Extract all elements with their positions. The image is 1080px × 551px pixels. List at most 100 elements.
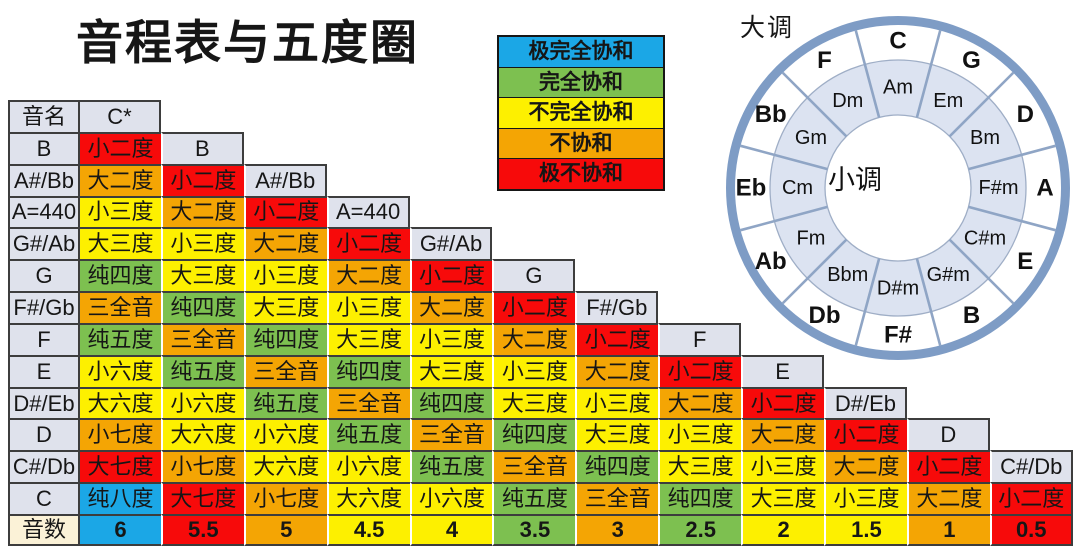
interval-cell: 大三度	[243, 291, 327, 323]
legend-item-blue: 极完全协和	[499, 37, 663, 67]
interval-cell: 小三度	[824, 482, 907, 514]
interval-cell: 纯四度	[160, 291, 244, 323]
interval-cell: 小三度	[658, 418, 742, 451]
interval-cell: 三全音	[575, 482, 659, 514]
interval-cell: 小六度	[243, 418, 327, 451]
interval-cell: 大三度	[492, 386, 576, 419]
interval-cell: 小二度	[243, 195, 327, 228]
minor-key-label: Gm	[795, 127, 827, 149]
corner-label-cell: 音名	[8, 100, 78, 132]
count-cell: 4.5	[326, 513, 410, 546]
note-label-cell: B	[8, 131, 78, 164]
count-cell: 1	[906, 513, 990, 546]
interval-cell: 大三度	[326, 322, 410, 355]
note-label-cell: A=440	[326, 195, 410, 228]
interval-cell: 大六度	[243, 450, 327, 483]
note-label-cell: C	[8, 482, 78, 514]
minor-key-label: C#m	[964, 227, 1006, 249]
interval-cell: 纯五度	[326, 418, 410, 451]
interval-cell: 大三度	[160, 259, 244, 292]
note-label-cell: F#/Gb	[575, 291, 659, 323]
interval-cell: 纯五度	[78, 322, 161, 355]
interval-cell: 三全音	[243, 354, 327, 387]
interval-cell: 大二度	[824, 450, 907, 483]
interval-cell: 纯四度	[658, 482, 742, 514]
major-key-label: F	[817, 47, 832, 74]
table-row: G 纯四度 大三度 小三度 大二度 小二度 G	[8, 259, 1073, 292]
major-key-label: Bb	[755, 101, 787, 128]
table-row: A#/Bb 大二度 小二度 A#/Bb	[8, 163, 1073, 196]
sector-divider	[781, 238, 848, 305]
interval-cell: 纯五度	[160, 354, 244, 387]
consonance-legend: 极完全协和 完全协和 不完全协和 不协和 极不协和	[497, 35, 665, 191]
note-label-cell: F	[658, 322, 742, 355]
note-label-cell: D#/Eb	[8, 386, 78, 419]
table-row: D 小七度 大六度 小六度 纯五度 三全音 纯四度 大三度 小三度 大二度 小二度 D	[8, 418, 1073, 451]
center-circle-line	[824, 114, 972, 262]
minor-key-label: G#m	[927, 264, 970, 286]
interval-cell: 纯四度	[575, 450, 659, 483]
major-key-label: Ab	[755, 248, 787, 275]
legend-item-yellow: 不完全协和	[499, 97, 663, 128]
legend-item-red: 极不协和	[499, 158, 663, 189]
major-key-label: E	[1017, 248, 1033, 275]
note-label-cell: A#/Bb	[8, 163, 78, 196]
interval-cell: 纯八度	[78, 482, 161, 514]
count-cell: 5.5	[160, 513, 244, 546]
interval-cell: 大二度	[906, 482, 990, 514]
interval-cell: 小二度	[160, 163, 244, 196]
sector-divider	[915, 30, 942, 118]
note-label-cell: D	[906, 418, 990, 451]
interval-cell: 小二度	[492, 291, 576, 323]
note-label-cell: E	[741, 354, 825, 387]
note-label-cell: D	[8, 418, 78, 451]
sector-divider	[948, 238, 1015, 305]
interval-cell: 大二度	[409, 291, 493, 323]
interval-cell: 大六度	[160, 418, 244, 451]
interval-cell: 小七度	[78, 418, 161, 451]
interval-cell: 大二度	[326, 259, 410, 292]
interval-cell: 三全音	[492, 450, 576, 483]
interval-cell: 小六度	[78, 354, 161, 387]
major-keys-label: 大调	[740, 14, 795, 42]
note-label-cell: B	[160, 131, 244, 164]
sector-divider	[781, 71, 848, 138]
interval-cell: 小二度	[906, 450, 990, 483]
sector-divider	[968, 144, 1056, 171]
sector-divider	[854, 258, 881, 346]
interval-cell: 小三度	[492, 354, 576, 387]
note-label-cell: A=440	[8, 195, 78, 228]
count-cell: 0.5	[989, 513, 1073, 546]
table-row: C#/Db 大七度 小七度 大六度 小六度 纯五度 三全音 纯四度 大三度 小三度 大二度 小二度 C#…	[8, 450, 1073, 483]
table-row: A=440 小三度 大二度 小二度 A=440	[8, 195, 1073, 228]
interval-cell: 纯四度	[326, 354, 410, 387]
note-label-cell: C#/Db	[989, 450, 1073, 483]
interval-cell: 大六度	[78, 386, 161, 419]
minor-key-label: Cm	[782, 177, 813, 199]
circle-of-fifths: C G D A E B F# Db Ab Eb Bb F Am Em Bm F#m C#m G#m D#m BbmFm…	[726, 16, 1070, 360]
interval-cell: 小七度	[243, 482, 327, 514]
interval-cell: 大二度	[243, 227, 327, 260]
interval-cell: 大二度	[492, 322, 576, 355]
table-row: C 纯八度 大七度 小七度 大六度 小六度 纯五度 三全音 纯四度 大三度 小三度 大二度 小二度	[8, 482, 1073, 514]
interval-cell: 小三度	[326, 291, 410, 323]
interval-cell: 大三度	[575, 418, 659, 451]
table-row: F#/Gb 三全音 纯四度 大三度 小三度 大二度 小二度 F#/Gb	[8, 291, 1073, 323]
count-cell: 2	[741, 513, 825, 546]
interval-cell: 小三度	[160, 227, 244, 260]
major-key-label: B	[963, 302, 980, 329]
interval-cell: 大七度	[160, 482, 244, 514]
minor-keys-label: 小调	[828, 165, 882, 195]
interval-cell: 大二度	[741, 418, 825, 451]
interval-cell: 小二度	[326, 227, 410, 260]
interval-cell: 纯四度	[243, 322, 327, 355]
interval-cell: 纯五度	[492, 482, 576, 514]
count-label-cell: 音数	[8, 513, 78, 546]
count-cell: 2.5	[658, 513, 742, 546]
interval-cell: 小二度	[989, 482, 1073, 514]
interval-table: 音名 C* B 小二度 B A#/Bb 大二度 小二度 A#/Bb A=440 小三度 大二度 小二度 A…	[8, 100, 1073, 546]
interval-cell: 大二度	[78, 163, 161, 196]
note-label-cell: F#/Gb	[8, 291, 78, 323]
legend-item-orange: 不协和	[499, 127, 663, 158]
